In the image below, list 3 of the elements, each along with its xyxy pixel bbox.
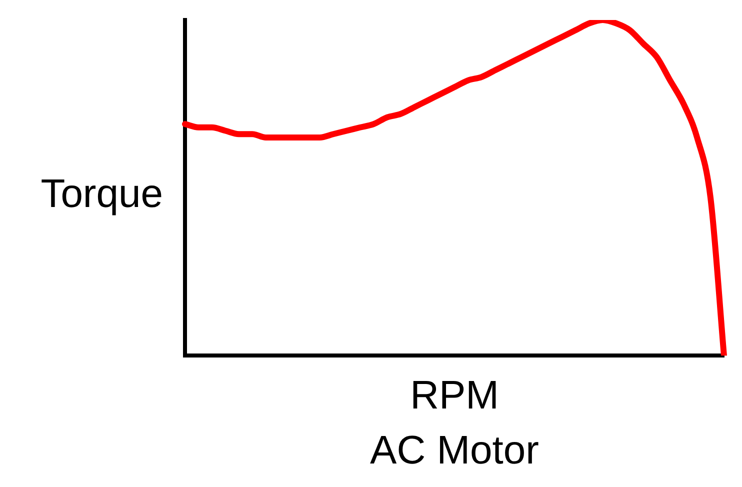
text: AC Motor xyxy=(370,428,539,473)
x-axis-title: RPM xyxy=(410,374,499,418)
y-axis-title: Torque xyxy=(40,172,163,216)
